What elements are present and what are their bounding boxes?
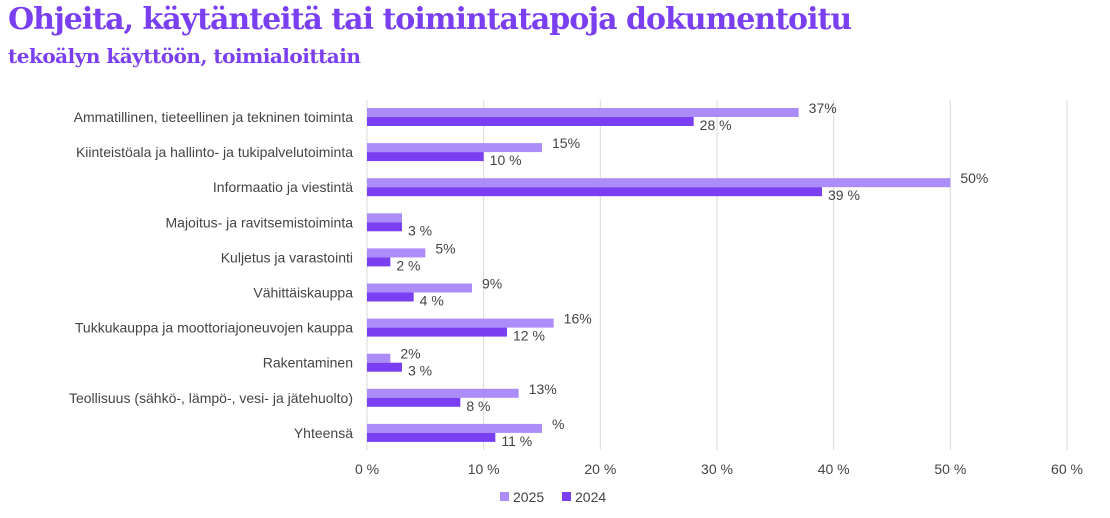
data-label-2025: 5% [435, 240, 455, 256]
category-label: Kuljetus ja varastointi [221, 249, 353, 265]
data-label-2025: 13% [529, 381, 557, 397]
bar-2025 [367, 178, 951, 188]
data-label-2025: 15% [552, 135, 580, 151]
data-label-2024: 12 % [513, 328, 545, 344]
data-label-2025: 9% [482, 276, 502, 292]
data-label-2025: % [552, 416, 564, 432]
x-tick-label: 50 % [934, 461, 966, 477]
x-tick-label: 20 % [584, 461, 616, 477]
bar-2024 [367, 117, 694, 126]
bar-2025 [367, 213, 402, 223]
category-label: Vähittäiskauppa [253, 285, 353, 301]
data-label-2024: 3 % [408, 363, 432, 379]
category-label: Yhteensä [294, 425, 353, 441]
bar-2025 [367, 318, 554, 328]
bar-2024 [367, 327, 507, 337]
category-label: Tukkukauppa ja moottoriajoneuvojen kaupp… [75, 320, 353, 336]
bar-2024 [367, 222, 402, 232]
data-label-2024: 3 % [408, 222, 432, 238]
data-label-2024: 4 % [420, 293, 444, 309]
legend-swatch-2025 [500, 492, 509, 501]
bar-2024 [367, 432, 496, 442]
data-label-2025: 50% [960, 170, 988, 186]
bar-2025 [367, 143, 542, 153]
legend-label: 2025 [513, 489, 544, 505]
chart-title: Ohjeita, käytänteitä tai toimintatapoja … [8, 2, 852, 37]
bar-2025 [367, 283, 472, 293]
category-label: Rakentaminen [263, 355, 353, 371]
legend-swatch-2024 [562, 492, 571, 501]
bar-2025 [367, 353, 391, 363]
x-tick-label: 40 % [818, 461, 850, 477]
chart-subtitle: tekoälyn käyttöön, toimialoittain [8, 44, 361, 68]
category-label: Kiinteistöala ja hallinto- ja tukipalvel… [76, 144, 353, 160]
category-label: Ammatillinen, tieteellinen ja tekninen t… [74, 109, 354, 125]
data-label-2025: 16% [564, 311, 592, 327]
bar-2024 [367, 257, 391, 267]
data-label-2024: 10 % [490, 152, 522, 168]
bar-2024 [367, 397, 461, 407]
data-label-2025: 2% [400, 346, 420, 362]
bar-2025 [367, 423, 542, 433]
data-label-2024: 11 % [501, 433, 532, 449]
category-label: Informaatio ja viestintä [213, 179, 353, 195]
x-tick-label: 30 % [701, 461, 733, 477]
data-label-2024: 8 % [466, 398, 490, 414]
category-label: Majoitus- ja ravitsemistoiminta [166, 214, 354, 230]
data-label-2024: 28 % [700, 117, 732, 133]
data-label-2024: 39 % [828, 187, 860, 203]
bar-2025 [367, 248, 426, 258]
data-label-2025: 37% [809, 100, 837, 116]
bar-2024 [367, 292, 414, 302]
bar-2025 [367, 108, 799, 117]
x-tick-label: 0 % [355, 461, 379, 477]
bar-2024 [367, 362, 402, 372]
bar-2024 [367, 187, 822, 197]
bar-2024 [367, 152, 484, 162]
category-label: Teollisuus (sähkö-, lämpö-, vesi- ja jät… [69, 390, 353, 406]
data-label-2024: 2 % [396, 257, 420, 273]
x-tick-label: 60 % [1051, 461, 1083, 477]
legend-label: 2024 [575, 489, 606, 505]
x-tick-label: 10 % [468, 461, 500, 477]
bar-2025 [367, 388, 519, 398]
